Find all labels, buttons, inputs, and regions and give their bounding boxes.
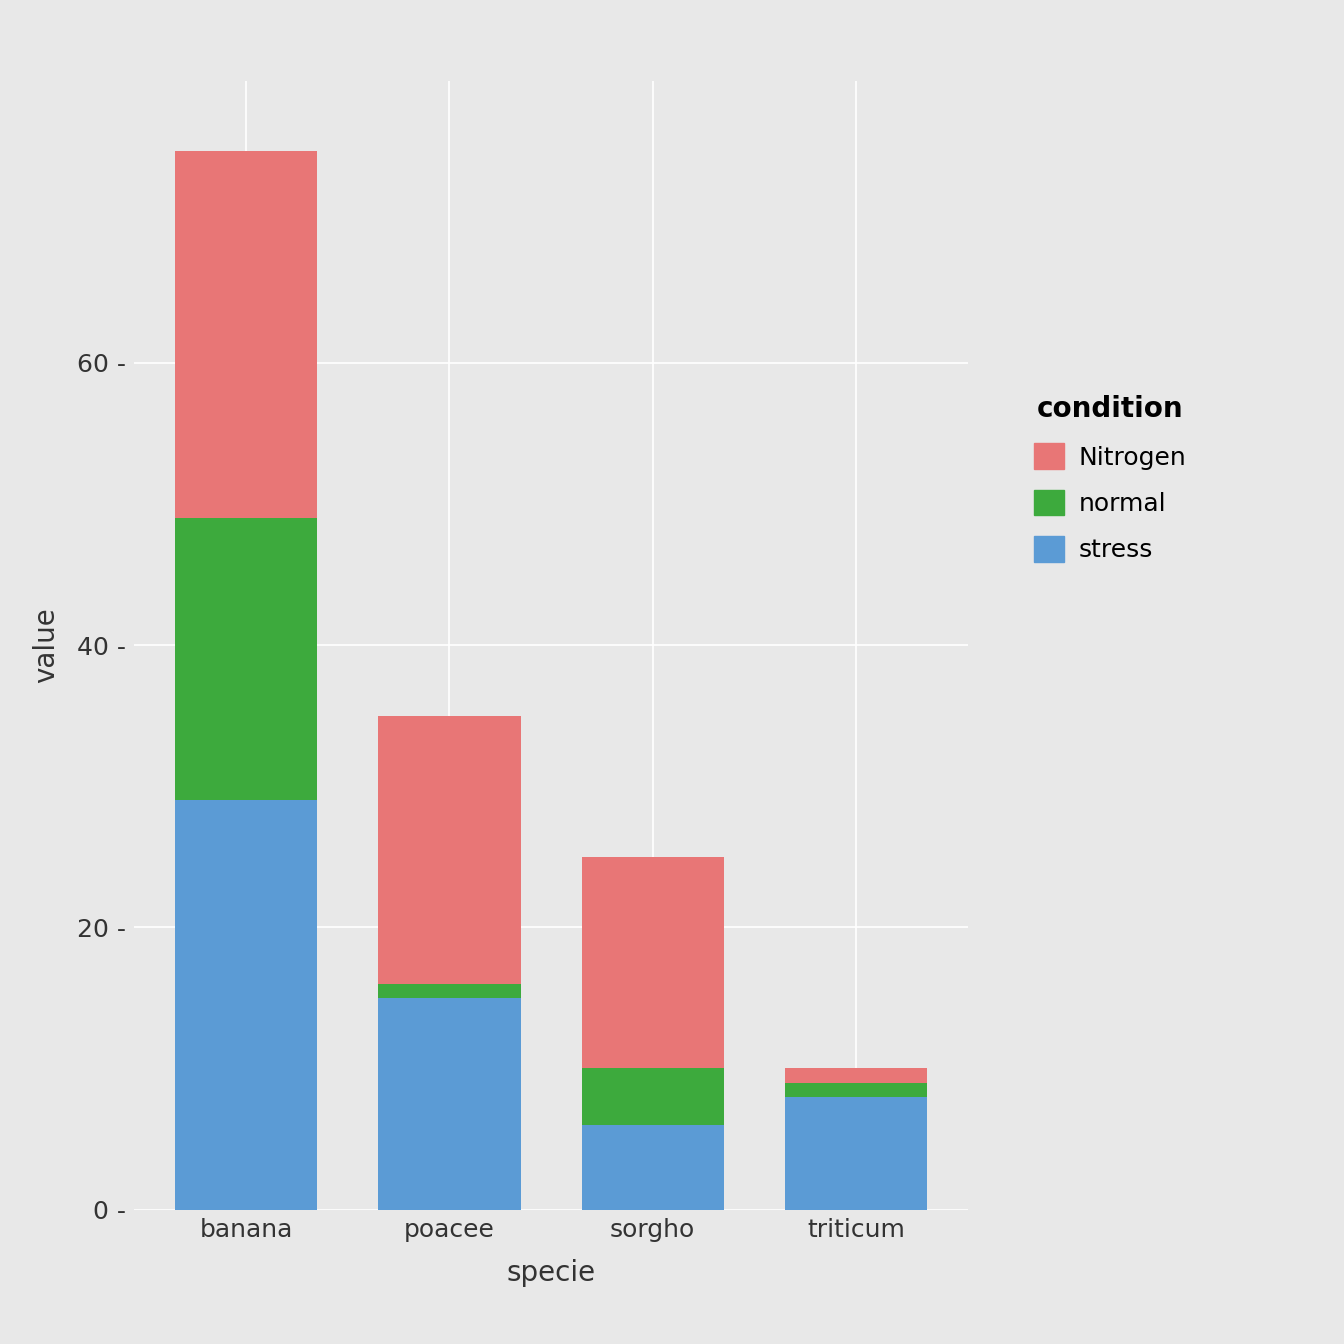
Bar xyxy=(175,801,317,1210)
Bar xyxy=(378,716,520,984)
Legend: Nitrogen, normal, stress: Nitrogen, normal, stress xyxy=(1013,375,1207,582)
Bar xyxy=(378,997,520,1210)
X-axis label: specie: specie xyxy=(507,1258,595,1286)
Bar xyxy=(582,1068,724,1125)
Bar xyxy=(785,1097,927,1210)
Bar xyxy=(785,1068,927,1083)
Bar xyxy=(175,519,317,801)
Bar xyxy=(378,984,520,997)
Bar xyxy=(582,857,724,1068)
Bar xyxy=(175,152,317,519)
Y-axis label: value: value xyxy=(32,607,60,683)
Bar xyxy=(785,1083,927,1097)
Bar xyxy=(582,1125,724,1210)
